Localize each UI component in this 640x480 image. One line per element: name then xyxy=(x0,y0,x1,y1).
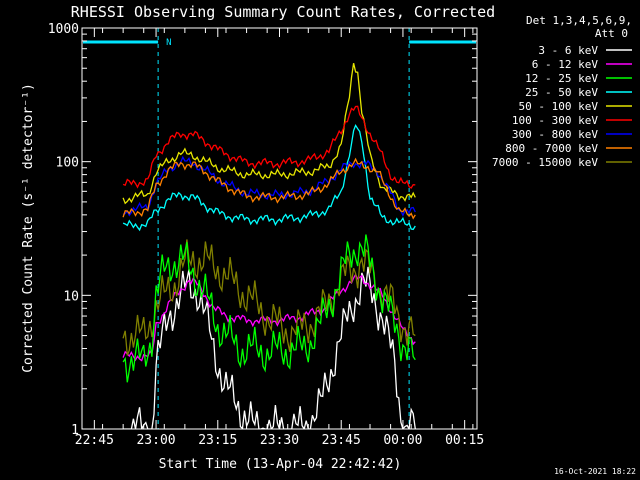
x-axis: 22:45 23:00 23:15 23:30 23:45 00:00 00:15 xyxy=(75,28,484,448)
x-tick-label: 00:00 xyxy=(383,433,422,448)
series-layer xyxy=(122,63,416,429)
x-tick-label: 23:45 xyxy=(322,433,361,448)
series-line-3 xyxy=(122,123,416,232)
x-tick-label: 00:15 xyxy=(445,433,484,448)
series-line-8 xyxy=(122,239,416,356)
x-axis-label: Start Time (13-Apr-04 22:42:42) xyxy=(159,457,402,472)
legend-label: 25 - 50 keV xyxy=(525,86,598,99)
series-line-0 xyxy=(123,266,416,429)
y-tick-label: 10 xyxy=(63,289,79,304)
plot-frame xyxy=(81,27,478,430)
legend-label: 7000 - 15000 keV xyxy=(492,156,598,169)
legend-label: 800 - 7000 keV xyxy=(505,142,598,155)
legend-header-line-1: Det 1,3,4,5,6,9, xyxy=(526,14,632,27)
timestamp-label: 16-Oct-2021 18:22 xyxy=(554,467,636,476)
y-axis-label: Corrected Count Rate (s⁻¹ detector⁻¹) xyxy=(21,83,36,373)
plot-area: N 1 10 100 1000 22:45 23:00 23:15 23:30 23:45 00… xyxy=(48,22,485,448)
series-line-6 xyxy=(122,155,416,217)
x-tick-label: 22:45 xyxy=(75,433,114,448)
series-line-5 xyxy=(122,105,416,189)
legend-label: 100 - 300 keV xyxy=(512,114,598,127)
y-tick-label: 1 xyxy=(71,423,79,438)
chart-title: RHESSI Observing Summary Count Rates, Co… xyxy=(71,3,495,21)
x-tick-label: 23:30 xyxy=(260,433,299,448)
saa-marker-label: N xyxy=(166,38,171,48)
y-tick-label: 1000 xyxy=(48,22,79,37)
night-markers: N xyxy=(83,28,476,429)
x-tick-label: 23:00 xyxy=(136,433,175,448)
legend-header-line-2: Att 0 xyxy=(595,27,628,40)
legend-label: 50 - 100 keV xyxy=(519,100,599,113)
legend-label: 6 - 12 keV xyxy=(532,58,599,71)
legend-label: 12 - 25 keV xyxy=(525,72,598,85)
series-line-7 xyxy=(122,157,416,220)
series-line-2 xyxy=(122,234,416,383)
legend-label: 3 - 6 keV xyxy=(538,44,598,57)
series-line-4 xyxy=(122,63,416,205)
legend-label: 300 - 800 keV xyxy=(512,128,598,141)
y-tick-label: 100 xyxy=(56,156,79,171)
y-axis: 1 10 100 1000 xyxy=(48,22,477,438)
x-tick-label: 23:15 xyxy=(198,433,237,448)
